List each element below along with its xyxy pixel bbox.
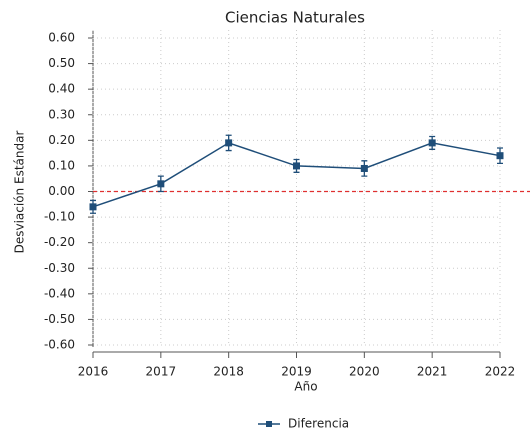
y-tick-label: 0.40 (48, 82, 75, 96)
x-tick-label: 2018 (213, 365, 244, 379)
legend-marker (266, 421, 272, 427)
y-tick-label: -0.60 (44, 338, 75, 352)
point (496, 152, 504, 160)
x-axis-label: Año (294, 380, 317, 394)
point (89, 203, 97, 211)
y-tick-label: 0.00 (48, 184, 75, 198)
y-tick-label: 0.50 (48, 56, 75, 70)
point (225, 139, 233, 147)
point (360, 164, 368, 172)
y-tick-label: -0.20 (44, 235, 75, 249)
x-tick-label: 2017 (146, 365, 177, 379)
point (293, 162, 300, 170)
y-tick-label: 0.60 (48, 31, 75, 45)
y-tick-label: -0.50 (44, 312, 75, 326)
y-tick-label: -0.40 (44, 286, 75, 300)
chart-title: Ciencias Naturales (225, 9, 365, 27)
x-tick-label: 2019 (281, 365, 312, 379)
x-tick-label: 2016 (78, 365, 109, 379)
legend-label: Diferencia (288, 417, 349, 431)
x-tick-label: 2021 (417, 365, 448, 379)
y-axis-label: Desviación Estándar (13, 131, 27, 254)
y-tick-label: 0.20 (48, 133, 75, 147)
point (428, 139, 436, 147)
y-tick-label: 0.10 (48, 158, 75, 172)
x-tick-label: 2020 (349, 365, 380, 379)
y-tick-label: -0.10 (44, 210, 75, 224)
point (157, 180, 165, 188)
y-tick-label: 0.30 (48, 107, 75, 121)
x-tick-label: 2022 (485, 365, 516, 379)
y-tick-label: -0.30 (44, 261, 75, 275)
